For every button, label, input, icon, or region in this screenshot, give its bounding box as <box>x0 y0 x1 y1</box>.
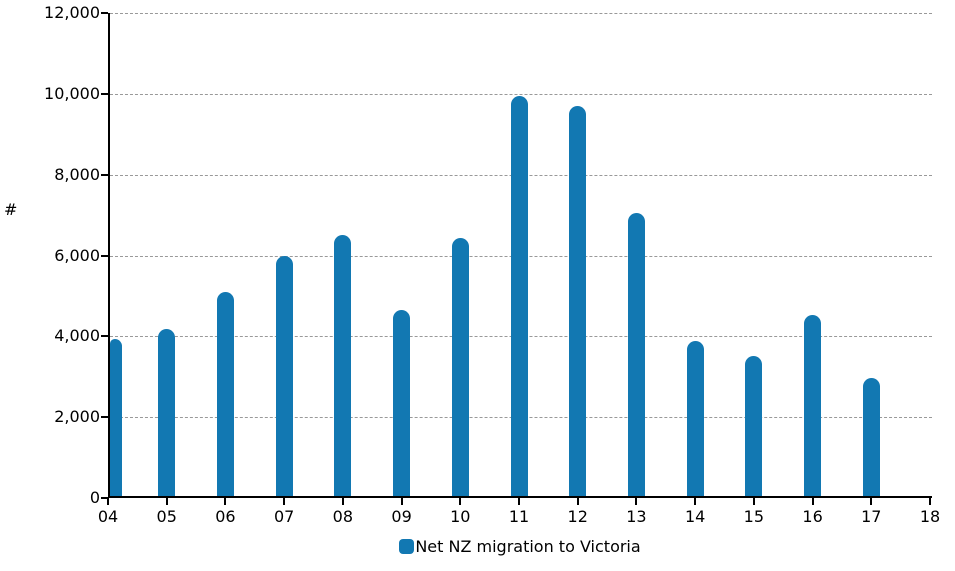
x-tick-label-16: 16 <box>802 507 823 526</box>
x-tick-15 <box>752 498 755 505</box>
y-axis-ticks <box>101 12 108 499</box>
bar-08 <box>334 234 352 496</box>
legend: Net NZ migration to Victoria <box>108 537 932 556</box>
x-tick-07 <box>283 498 286 505</box>
y-tick-label-0: 0 <box>89 488 100 507</box>
x-tick-label-10: 10 <box>450 507 471 526</box>
legend-label: Net NZ migration to Victoria <box>415 537 641 556</box>
gridline-10,000 <box>110 93 932 95</box>
y-tick-label-2,000: 2,000 <box>54 407 100 427</box>
x-tick-16 <box>811 498 814 505</box>
y-tick-label-12,000: 12,000 <box>44 3 100 22</box>
x-tick-label-08: 08 <box>332 507 354 526</box>
x-tick-18 <box>929 498 931 505</box>
y-tick-12,000 <box>101 12 108 14</box>
x-tick-05 <box>165 498 168 505</box>
x-tick-label-09: 09 <box>391 507 412 526</box>
bar-17 <box>862 377 880 496</box>
y-tick-6,000 <box>101 254 108 257</box>
bar-04 <box>110 338 122 496</box>
x-tick-17 <box>870 498 873 505</box>
x-tick-label-13: 13 <box>626 507 647 526</box>
x-tick-12 <box>576 498 579 505</box>
y-tick-10,000 <box>101 92 108 95</box>
y-tick-4,000 <box>101 335 108 338</box>
x-tick-label-14: 14 <box>684 507 706 526</box>
y-tick-label-6,000: 6,000 <box>54 245 100 265</box>
y-tick-label-10,000: 10,000 <box>44 83 100 103</box>
x-axis-ticks <box>107 498 932 505</box>
bar-09 <box>393 309 411 496</box>
bar-11 <box>510 96 528 496</box>
y-tick-0 <box>101 497 108 499</box>
x-tick-11 <box>518 498 520 505</box>
x-tick-08 <box>341 498 344 505</box>
bar-07 <box>275 255 293 496</box>
x-tick-label-05: 05 <box>156 507 177 526</box>
x-tick-label-07: 07 <box>273 507 295 526</box>
y-tick-label-8,000: 8,000 <box>54 164 100 184</box>
legend-marker-icon <box>399 539 415 554</box>
x-tick-06 <box>224 498 227 505</box>
y-tick-label-4,000: 4,000 <box>54 326 100 346</box>
bar-14 <box>686 340 704 496</box>
x-tick-label-12: 12 <box>567 507 588 526</box>
bar-10 <box>451 238 469 496</box>
x-tick-10 <box>459 498 462 505</box>
plot-area <box>108 13 932 498</box>
x-tick-label-17: 17 <box>861 507 882 526</box>
x-tick-label-15: 15 <box>743 507 765 526</box>
x-tick-09 <box>400 498 403 505</box>
x-tick-label-11: 11 <box>508 507 530 526</box>
y-axis-title: # <box>4 200 18 219</box>
x-tick-label-18: 18 <box>919 507 941 526</box>
bar-13 <box>627 213 645 496</box>
gridline-12,000 <box>110 13 932 14</box>
x-tick-14 <box>694 498 697 505</box>
bar-12 <box>569 106 587 496</box>
bar-16 <box>804 314 822 496</box>
x-tick-04 <box>107 498 109 505</box>
bar-15 <box>745 355 763 496</box>
x-tick-13 <box>635 498 638 505</box>
bar-05 <box>158 329 176 496</box>
bar-06 <box>216 291 234 496</box>
x-tick-label-06: 06 <box>215 507 236 526</box>
y-tick-8,000 <box>101 173 108 176</box>
y-axis-tick-labels: 0 2,000 4,000 6,000 8,000 10,000 12,000 <box>0 3 100 507</box>
x-axis-tick-labels: 04 05 06 07 08 09 10 11 12 13 14 15 16 17 18 <box>98 507 940 529</box>
x-tick-label-04: 04 <box>97 507 119 526</box>
y-tick-2,000 <box>101 416 108 419</box>
